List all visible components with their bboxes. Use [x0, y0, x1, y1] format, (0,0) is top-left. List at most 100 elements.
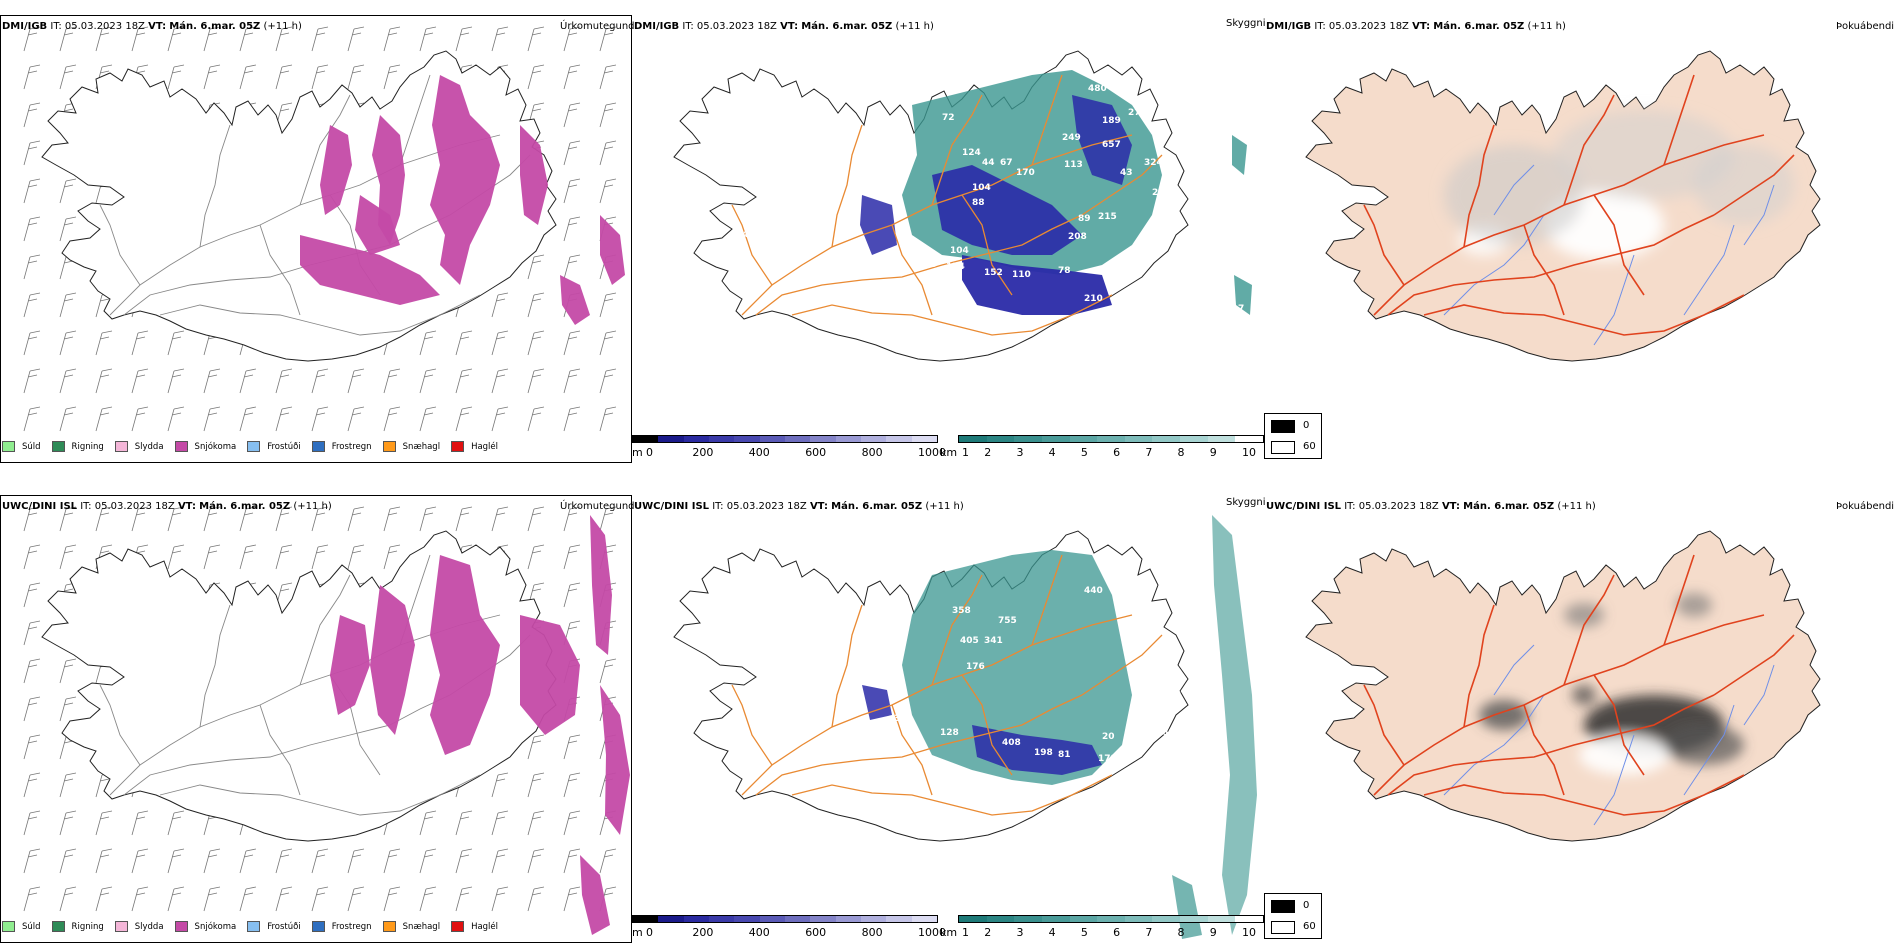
fog-map-top — [1305, 50, 1821, 362]
cloud-base-label: 480 — [1088, 84, 1107, 94]
wind-barb — [23, 886, 41, 912]
wind-barb — [491, 810, 509, 836]
cloud-base-label: 113 — [1064, 160, 1083, 170]
wind-barb — [311, 64, 329, 90]
cloud-base-label: 341 — [984, 636, 1003, 646]
visibility-tick: 1 — [962, 926, 969, 939]
wind-barb — [599, 26, 617, 52]
cloud-area — [962, 255, 1112, 315]
road-line — [199, 124, 231, 248]
cloud-area — [1072, 95, 1132, 185]
fog-patch — [1579, 735, 1669, 775]
road-line — [299, 94, 351, 206]
visibility-tick: 8 — [1177, 926, 1185, 939]
wind-barb — [563, 368, 581, 394]
colorbar-segment — [986, 916, 1015, 922]
visibility-tick: 10 — [1242, 926, 1256, 939]
height-tick: 400 — [748, 446, 770, 459]
wind-barb — [455, 810, 473, 836]
wind-barb — [527, 810, 545, 836]
road-line — [961, 674, 1013, 776]
road-line — [1563, 94, 1615, 206]
legend-label: Snjókoma — [194, 441, 237, 452]
wind-barb — [95, 886, 113, 912]
wind-barb — [167, 64, 185, 90]
wind-barb — [563, 886, 581, 912]
snowfall-area — [355, 195, 400, 255]
wind-barb — [599, 178, 617, 204]
wind-barb — [311, 848, 329, 874]
road-line — [831, 604, 863, 728]
wind-barb — [23, 140, 41, 166]
colorbar-segment — [810, 916, 836, 922]
header-fog-top: DMI/IGB IT: 05.03.2023 18Z VT: Mán. 6.ma… — [1266, 21, 1566, 32]
wind-barb — [59, 178, 77, 204]
wind-barb — [455, 886, 473, 912]
colorbar-segment — [683, 436, 709, 442]
legend-item: Rigning — [51, 441, 104, 452]
colorbar-segment — [1152, 436, 1181, 442]
wind-barb — [275, 406, 293, 432]
wind-barb — [59, 658, 77, 684]
cloud-area — [902, 550, 1132, 785]
wind-barb — [491, 506, 509, 532]
wind-barb — [23, 26, 41, 52]
wind-barb — [563, 810, 581, 836]
road-line — [931, 94, 983, 206]
cloud-base-label: 466 — [1162, 688, 1181, 698]
wind-barb — [131, 810, 149, 836]
wind-barb — [599, 140, 617, 166]
wind-barb — [347, 406, 365, 432]
cloud-base-label: 657 — [1102, 140, 1121, 150]
cloud-base-label: 89 — [1078, 214, 1091, 224]
snowfall-areas-bottom — [330, 515, 630, 935]
roads-cloud-bottom — [731, 554, 1163, 816]
visibility-tick: 7 — [1145, 446, 1153, 459]
visibility-colorbar-top — [958, 435, 1264, 443]
visibility-tick: 9 — [1209, 926, 1217, 939]
height-tick: 400 — [748, 926, 770, 939]
wind-barb — [95, 330, 113, 356]
road-line — [199, 604, 231, 728]
visibility-tick: 6 — [1113, 446, 1121, 459]
visibility-tick: 5 — [1080, 926, 1088, 939]
wind-barb — [455, 506, 473, 532]
wind-barb — [59, 772, 77, 798]
wind-barb — [563, 330, 581, 356]
wind-barb — [23, 734, 41, 760]
legend-label: Haglél — [471, 441, 499, 452]
wind-barb — [131, 330, 149, 356]
wind-barb — [311, 26, 329, 52]
wind-barb — [23, 102, 41, 128]
colorbar-segment — [1041, 916, 1070, 922]
legend-label: Súld — [22, 921, 41, 932]
wind-barb — [383, 886, 401, 912]
legend-swatch — [451, 441, 465, 452]
wind-barb — [239, 886, 257, 912]
wind-barb — [491, 848, 509, 874]
cloud-area — [1172, 875, 1202, 939]
wind-barb — [23, 368, 41, 394]
wind-barb — [131, 506, 149, 532]
wind-barb — [59, 330, 77, 356]
wind-barb — [527, 406, 545, 432]
snowfall-area — [330, 615, 370, 715]
visibility-tick: 4 — [1048, 926, 1056, 939]
fog-patch — [1564, 603, 1604, 627]
wind-barb — [311, 544, 329, 570]
visibility-tick: 5 — [1080, 446, 1088, 459]
legend-item: Haglél — [451, 441, 498, 452]
road-line — [1363, 204, 1405, 286]
cloud-base-label: 178 — [1098, 754, 1117, 764]
visibility-tick: 4 — [1048, 446, 1056, 459]
wind-barb — [95, 810, 113, 836]
wind-barb — [131, 848, 149, 874]
road-line — [1031, 74, 1063, 166]
road-line — [299, 574, 351, 686]
cloud-map-bottom: 4402443587553414051764004665216061284081… — [673, 515, 1257, 939]
cloud-base-label: 240 — [1152, 188, 1171, 198]
cloud-base-label: 121 — [912, 248, 931, 258]
cloud-base-label: 405 — [960, 636, 979, 646]
visibility-tick: 9 — [1209, 446, 1217, 459]
